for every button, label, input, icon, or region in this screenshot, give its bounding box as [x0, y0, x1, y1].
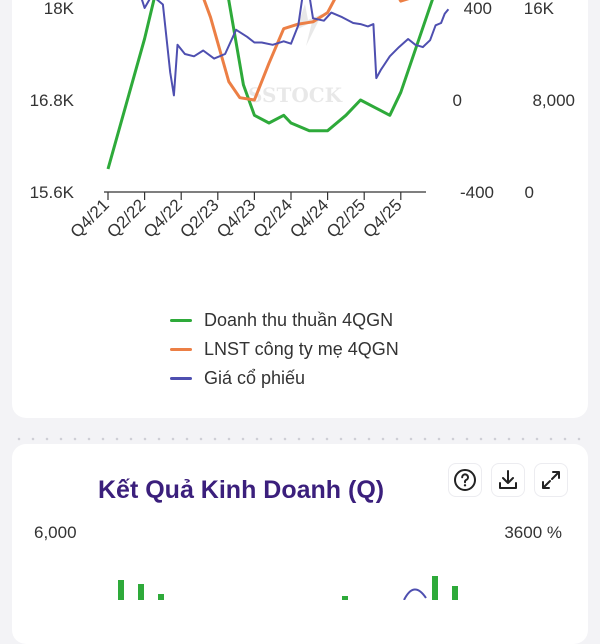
- bar-right-axis-top: 3600 %: [504, 523, 562, 542]
- legend-swatch: [170, 377, 192, 380]
- x-axis-tick-label: Q4/23: [213, 195, 259, 241]
- series-line-price: [141, 0, 450, 97]
- download-button[interactable]: [491, 463, 525, 497]
- x-axis-tick-label: Q4/21: [67, 195, 113, 241]
- x-axis-tick-label: Q2/25: [323, 195, 369, 241]
- left-axis-tick: 16.8K: [30, 91, 75, 110]
- chart-card: [12, 0, 588, 418]
- legend-swatch: [170, 319, 192, 322]
- mid-axis-tick: -400: [460, 183, 494, 202]
- series-line-revenue: [106, 0, 434, 170]
- legend-label: LNST công ty mẹ 4QGN: [204, 339, 399, 359]
- left-axis-tick: 15.6K: [30, 183, 75, 202]
- line-chart: SSTOCK Q4/21Q2/22Q4/22Q2/23Q4/23Q2/24Q4/…: [30, 0, 575, 600]
- bar-chart-line: [403, 588, 427, 600]
- bar: [432, 576, 438, 600]
- legend-label: Giá cổ phiếu: [204, 368, 306, 388]
- right-axis-tick: 8,000: [532, 91, 575, 110]
- legend-item-price[interactable]: Giá cổ phiếu: [170, 364, 399, 393]
- x-axis-tick-label: Q4/22: [140, 195, 186, 241]
- legend-label: Doanh thu thuần 4QGN: [204, 310, 394, 330]
- card-separator: [12, 435, 588, 443]
- right-axis-tick: 0: [525, 183, 534, 202]
- bar: [342, 596, 348, 600]
- x-axis-tick-label: Q2/24: [250, 195, 296, 241]
- watermark-logo: SSTOCK: [248, 4, 343, 107]
- right-axis-tick: 16K: [524, 0, 555, 18]
- legend-swatch: [170, 348, 192, 351]
- bar-chart-bars: [118, 576, 458, 600]
- x-axis-tick-label: Q2/22: [103, 195, 149, 241]
- bar: [452, 586, 458, 600]
- mid-axis-tick: 0: [453, 91, 462, 110]
- legend-item-profit[interactable]: LNST công ty mẹ 4QGN: [170, 335, 399, 364]
- bar: [158, 594, 164, 600]
- mid-axis-tick: 400: [464, 0, 492, 18]
- chart-legend: Doanh thu thuần 4QGN LNST công ty mẹ 4QG…: [170, 306, 399, 393]
- x-axis-tick-label: Q4/25: [359, 195, 405, 241]
- bar-left-axis-top: 6,000: [34, 523, 77, 542]
- bar: [118, 580, 124, 600]
- left-axis-tick: 18K: [44, 0, 75, 18]
- x-axis-tick-label: Q2/23: [176, 195, 222, 241]
- bar: [138, 584, 144, 600]
- download-icon: [499, 470, 517, 489]
- legend-item-revenue[interactable]: Doanh thu thuần 4QGN: [170, 306, 399, 335]
- svg-text:SSTOCK: SSTOCK: [248, 83, 343, 107]
- expand-button[interactable]: [534, 463, 568, 497]
- help-icon: [454, 469, 476, 491]
- section-title: Kết Quả Kinh Doanh (Q): [98, 476, 385, 504]
- help-button[interactable]: [448, 463, 482, 497]
- expand-icon: [542, 471, 560, 489]
- x-axis-tick-label: Q4/24: [286, 195, 332, 241]
